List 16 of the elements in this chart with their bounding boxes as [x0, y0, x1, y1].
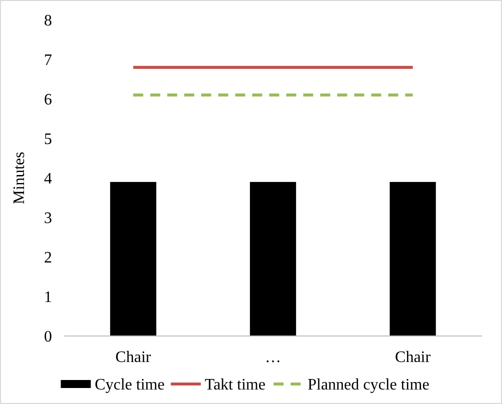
x-tick-label: Chair	[395, 349, 432, 366]
legend-label: Cycle time	[94, 376, 165, 394]
y-tick-label: 8	[44, 12, 52, 30]
y-axis-title: Minutes	[11, 152, 28, 204]
y-tick-label: 4	[44, 170, 52, 188]
legend-label: Takt time	[204, 376, 266, 394]
y-tick-label: 1	[44, 289, 52, 306]
x-tick-label: Chair	[115, 349, 152, 366]
legend-label: Planned cycle time	[308, 376, 430, 394]
y-tick-label: 3	[44, 210, 52, 228]
y-tick-label: 2	[44, 250, 52, 267]
y-tick-label: 0	[44, 328, 52, 346]
y-tick-label: 5	[44, 131, 52, 148]
y-tick-label: 6	[44, 92, 52, 109]
y-tick-label: 7	[44, 52, 52, 70]
x-tick-label: …	[265, 349, 281, 366]
